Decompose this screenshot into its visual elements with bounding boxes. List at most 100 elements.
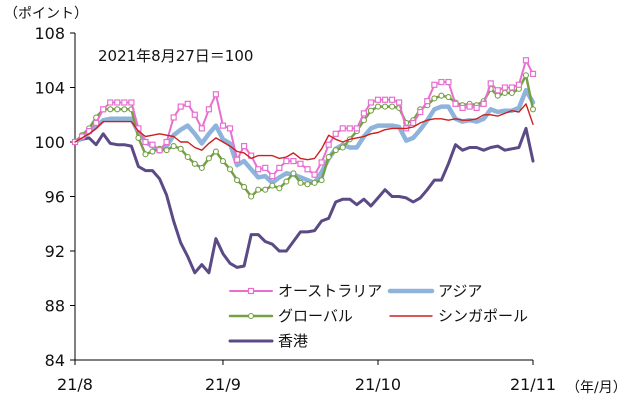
- data-point: [128, 99, 135, 106]
- data-point: [431, 95, 438, 102]
- legend-label: グローバル: [278, 307, 353, 325]
- series-layer: [71, 57, 537, 275]
- x-tick-label: 21/11: [510, 375, 556, 394]
- x-tick-label: 21/9: [205, 375, 241, 394]
- data-point: [121, 106, 128, 113]
- data-point: [508, 89, 515, 96]
- data-point: [219, 122, 227, 129]
- data-point: [177, 103, 184, 110]
- data-point: [515, 81, 523, 88]
- data-point: [452, 100, 459, 107]
- data-point: [494, 87, 501, 94]
- data-point: [304, 181, 311, 188]
- data-point: [100, 106, 107, 113]
- data-point: [339, 125, 346, 132]
- data-point: [205, 106, 212, 113]
- series-line: [73, 126, 535, 275]
- data-point: [311, 179, 318, 186]
- data-point: [529, 70, 537, 77]
- data-point: [121, 99, 128, 106]
- data-point: [255, 186, 262, 193]
- y-tick-label: 88: [45, 297, 65, 316]
- data-point: [480, 100, 487, 107]
- data-point: [142, 138, 149, 146]
- data-point: [241, 183, 248, 191]
- legend-label: 香港: [278, 332, 308, 350]
- data-point: [473, 104, 480, 112]
- y-tick-label: 92: [45, 242, 65, 261]
- baseline-annotation: 2021年8月27日＝100: [98, 47, 253, 65]
- data-point: [290, 170, 297, 177]
- data-point: [297, 179, 304, 186]
- data-point: [311, 171, 318, 178]
- data-point: [494, 92, 501, 99]
- data-point: [149, 148, 156, 155]
- data-point: [438, 92, 445, 99]
- data-point: [219, 158, 227, 165]
- data-point: [360, 110, 367, 117]
- data-point: [107, 99, 114, 106]
- legend-marker: [247, 287, 255, 295]
- data-point: [431, 81, 438, 88]
- y-tick-label: 108: [34, 24, 65, 43]
- data-point: [529, 106, 537, 113]
- data-point: [381, 96, 389, 103]
- data-point: [149, 141, 156, 148]
- data-point: [445, 93, 452, 101]
- legend-item-シンガポール: シンガポール: [389, 307, 528, 325]
- data-point: [389, 103, 396, 110]
- data-point: [325, 153, 332, 161]
- y-unit-label: （ポイント）: [4, 6, 88, 22]
- legend-label: シンガポール: [438, 307, 528, 325]
- legend-marker: [247, 312, 255, 320]
- data-point: [234, 177, 241, 184]
- data-point: [374, 96, 382, 103]
- legend-item-香港: 香港: [228, 332, 308, 350]
- data-point: [170, 114, 177, 121]
- data-point: [248, 193, 255, 200]
- data-point: [424, 98, 431, 105]
- data-point: [226, 166, 234, 173]
- data-point: [170, 143, 177, 150]
- data-point: [339, 144, 346, 151]
- data-point: [212, 148, 219, 155]
- x-tick-label: 21/8: [57, 375, 93, 394]
- legend-label: アジア: [438, 282, 482, 300]
- data-point: [283, 157, 290, 165]
- data-point: [135, 134, 142, 141]
- data-point: [459, 104, 466, 112]
- series-line: [74, 103, 534, 161]
- data-point: [508, 84, 515, 91]
- data-point: [184, 153, 191, 161]
- data-point: [184, 100, 191, 107]
- y-tick-label: 84: [45, 351, 65, 370]
- data-point: [332, 130, 339, 137]
- data-point: [290, 157, 297, 165]
- y-tick-label: 96: [45, 188, 65, 207]
- data-point: [283, 178, 290, 185]
- data-point: [346, 125, 353, 132]
- data-point: [93, 119, 100, 127]
- series-香港: [73, 126, 535, 275]
- y-tick-label: 100: [34, 133, 65, 152]
- data-point: [255, 166, 262, 173]
- data-point: [191, 111, 198, 118]
- series-オーストラリア: [71, 57, 537, 180]
- data-point: [205, 155, 212, 162]
- x-unit-label: （年/月）: [566, 380, 627, 396]
- data-point: [466, 103, 473, 110]
- data-point: [212, 91, 220, 98]
- data-point: [198, 125, 205, 132]
- data-point: [163, 147, 170, 154]
- data-point: [114, 106, 121, 113]
- data-point: [522, 72, 530, 79]
- data-point: [332, 147, 339, 154]
- data-point: [114, 99, 121, 106]
- data-point: [276, 185, 283, 192]
- data-point: [367, 107, 374, 114]
- data-point: [262, 164, 269, 171]
- data-point: [325, 141, 332, 148]
